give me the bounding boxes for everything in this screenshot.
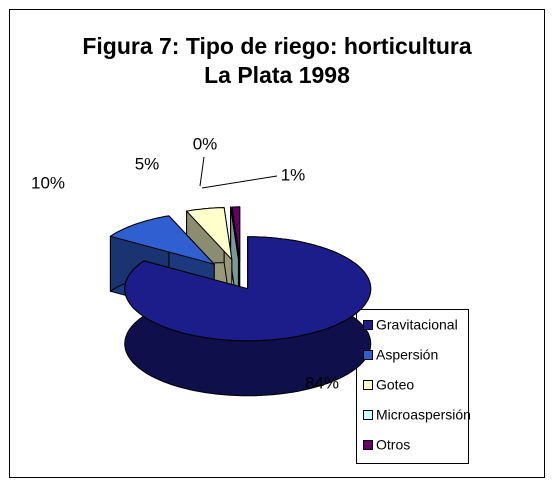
legend-label: Aspersión [376,347,438,363]
slice-top [186,207,233,260]
leader-line [201,175,278,189]
data-label: 0% [193,134,218,153]
data-label: 1% [281,165,306,184]
legend-label: Gravitacional [376,317,458,333]
legend-label: Microaspersión [376,407,471,423]
legend-label: Goteo [376,377,414,393]
slice-top [109,215,215,265]
data-label: 10% [31,173,65,192]
legend-swatch [363,350,373,360]
slice-top [231,206,241,260]
leader-line [199,156,205,187]
data-label: 5% [135,154,160,173]
pie-slice [124,236,372,397]
slice-top [230,206,239,260]
data-label: 84% [305,373,339,392]
legend-box [356,309,469,464]
chart-title: La Plata 1998 [204,62,350,88]
slice-top [124,236,372,342]
legend-swatch [363,440,373,450]
legend-swatch [363,410,373,420]
chart-title: Figura 7: Tipo de riego: horticultura [82,33,472,59]
legend-label: Otros [376,437,410,453]
legend-swatch [363,320,373,330]
legend-swatch [363,380,373,390]
